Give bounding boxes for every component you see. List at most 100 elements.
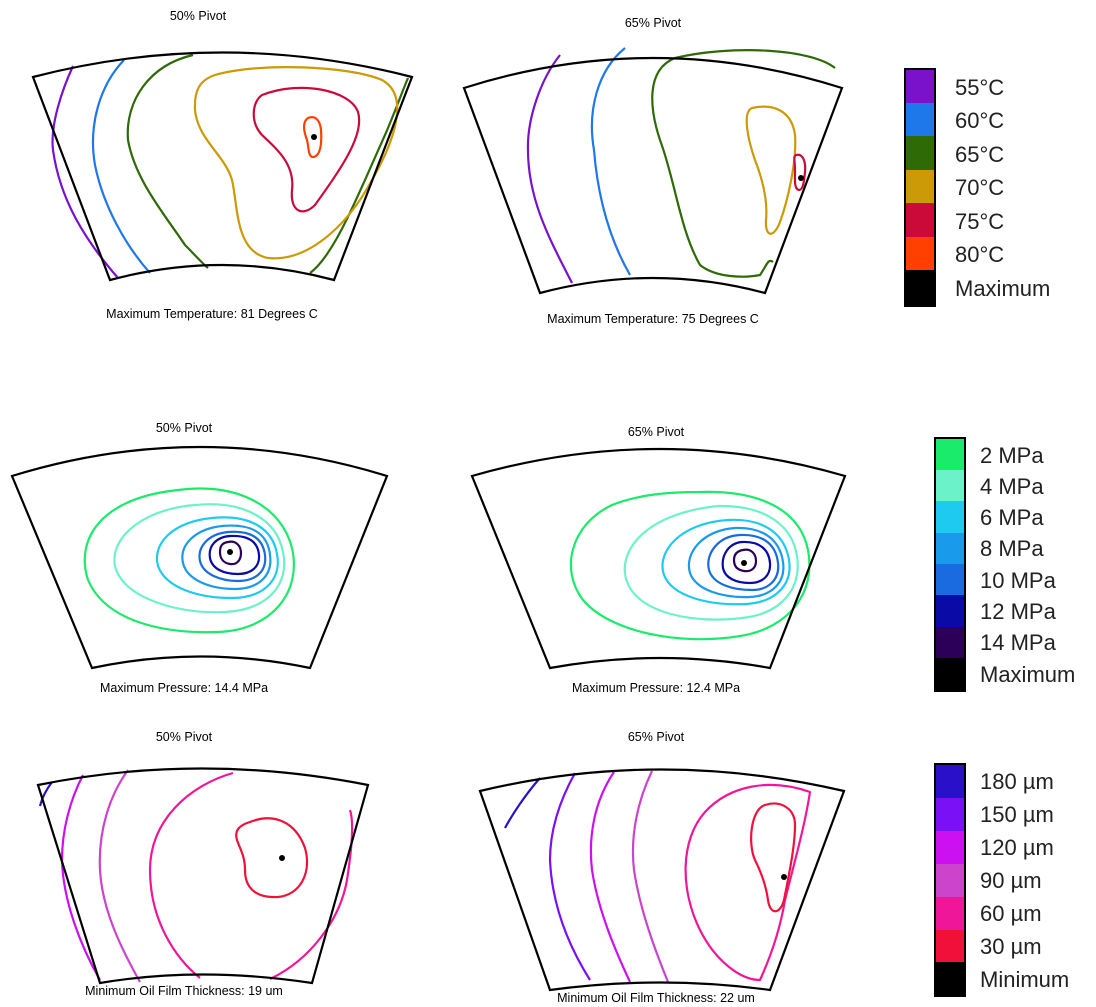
contour-6mpa [155,516,279,600]
legend-label: 12 MPa [980,599,1057,624]
contour-14mpa [218,540,243,566]
legend-swatch [906,136,934,170]
legend-swatch [936,564,964,595]
contour-60um-edge [269,809,354,980]
temperature-legend: 55°C 60°C 65°C 70°C 75°C 80°C Maximum [904,68,1050,307]
legend-swatch [936,439,964,470]
contour-80c [303,116,323,159]
legend-swatch [936,501,964,533]
legend-label: 8 MPa [980,536,1044,561]
contour-30um [235,817,309,899]
legend-label: 65°C [955,142,1004,167]
contour-75c [793,153,807,192]
legend-swatch [936,930,964,962]
legend-swatch [936,864,964,897]
contour-150um [548,772,591,981]
contour-14mpa [732,548,758,573]
temperature-pad-50-pivot [31,51,414,282]
panel-title: 65% Pivot [628,425,685,439]
panel-caption: Minimum Oil Film Thickness: 22 um [557,991,755,1005]
panel-caption: Maximum Temperature: 75 Degrees C [547,312,759,326]
contour-60um [148,771,234,979]
contour-60c [91,59,151,274]
panel-title: 50% Pivot [156,421,213,435]
legend-label: Maximum [955,276,1050,301]
legend-label: 14 MPa [980,630,1057,655]
contour-12mpa [208,534,261,576]
pad-outline [31,51,414,282]
contour-8mpa [687,526,785,599]
legend-swatch [906,103,934,136]
contour-10mpa [198,530,267,583]
contour-90um [98,769,141,983]
legend-label: 4 MPa [980,474,1044,499]
legend-swatch [936,798,964,831]
legend-swatch [936,533,964,564]
contour-65c-edge [309,77,410,274]
legend-label: 60 µm [980,901,1042,926]
contour-55c [526,54,573,284]
contour-60um [684,783,812,982]
pad-outline [462,56,844,295]
legend-swatch [936,765,964,798]
legend-label: 6 MPa [980,505,1044,530]
legend-label: 2 MPa [980,443,1044,468]
contour-70c [193,66,399,260]
panel-caption: Maximum Temperature: 81 Degrees C [106,307,318,321]
film-thickness-pad-50-pivot [36,767,370,985]
minimum-point [279,855,285,861]
film-thickness-pad-65-pivot [478,768,846,992]
panel-caption: Maximum Pressure: 12.4 MPa [572,681,740,695]
legend-swatch [906,203,934,237]
legend-swatch [936,897,964,930]
contour-180um [504,777,541,829]
temperature-pad-65-pivot [462,47,844,295]
panel-title: 65% Pivot [625,16,682,30]
legend-swatch [906,270,934,305]
contour-65c [651,49,836,278]
panel-title: 65% Pivot [628,730,685,744]
legend-label: Maximum [980,662,1075,687]
legend-swatch [936,627,964,658]
panel-title: 50% Pivot [170,9,227,23]
legend-label: 80°C [955,242,1004,267]
legend-label: 10 MPa [980,568,1057,593]
pad-outline [36,767,370,985]
legend-swatch [936,470,964,501]
legend-swatch [936,831,964,864]
legend-swatch [906,70,934,103]
legend-label: 150 µm [980,802,1054,827]
contour-2mpa [83,487,295,634]
legend-label: 180 µm [980,769,1054,794]
pad-outline [10,445,389,670]
pressure-legend: 2 MPa 4 MPa 6 MPa 8 MPa 10 MPa 12 MPa 14… [934,437,1075,692]
maximum-point [798,175,804,181]
legend-label: 90 µm [980,868,1042,893]
legend-swatch [936,962,964,995]
maximum-point [311,134,317,140]
contour-30um [750,802,797,913]
minimum-point [781,874,787,880]
contour-75c [252,86,361,213]
film-thickness-legend: 180 µm 150 µm 120 µm 90 µm 60 µm 30 µm M… [934,763,1069,997]
maximum-point [741,560,747,566]
panel-title: 50% Pivot [156,730,213,744]
legend-label: 75°C [955,209,1004,234]
panel-caption: Maximum Pressure: 14.4 MPa [100,681,268,695]
legend-label: Minimum [980,967,1069,992]
pad-outline [478,768,846,992]
contour-6mpa [661,518,791,606]
legend-label: 55°C [955,75,1004,100]
contour-70c [745,105,797,235]
contour-10mpa [707,533,780,592]
maximum-point [227,549,233,555]
contour-8mpa [181,524,272,591]
contour-65c [126,53,209,269]
contour-120um [589,771,631,983]
contour-90um [631,770,670,983]
legend-label: 60°C [955,108,1004,133]
contour-60c [590,47,631,276]
contour-2mpa [569,490,811,641]
legend-swatch [906,170,934,203]
